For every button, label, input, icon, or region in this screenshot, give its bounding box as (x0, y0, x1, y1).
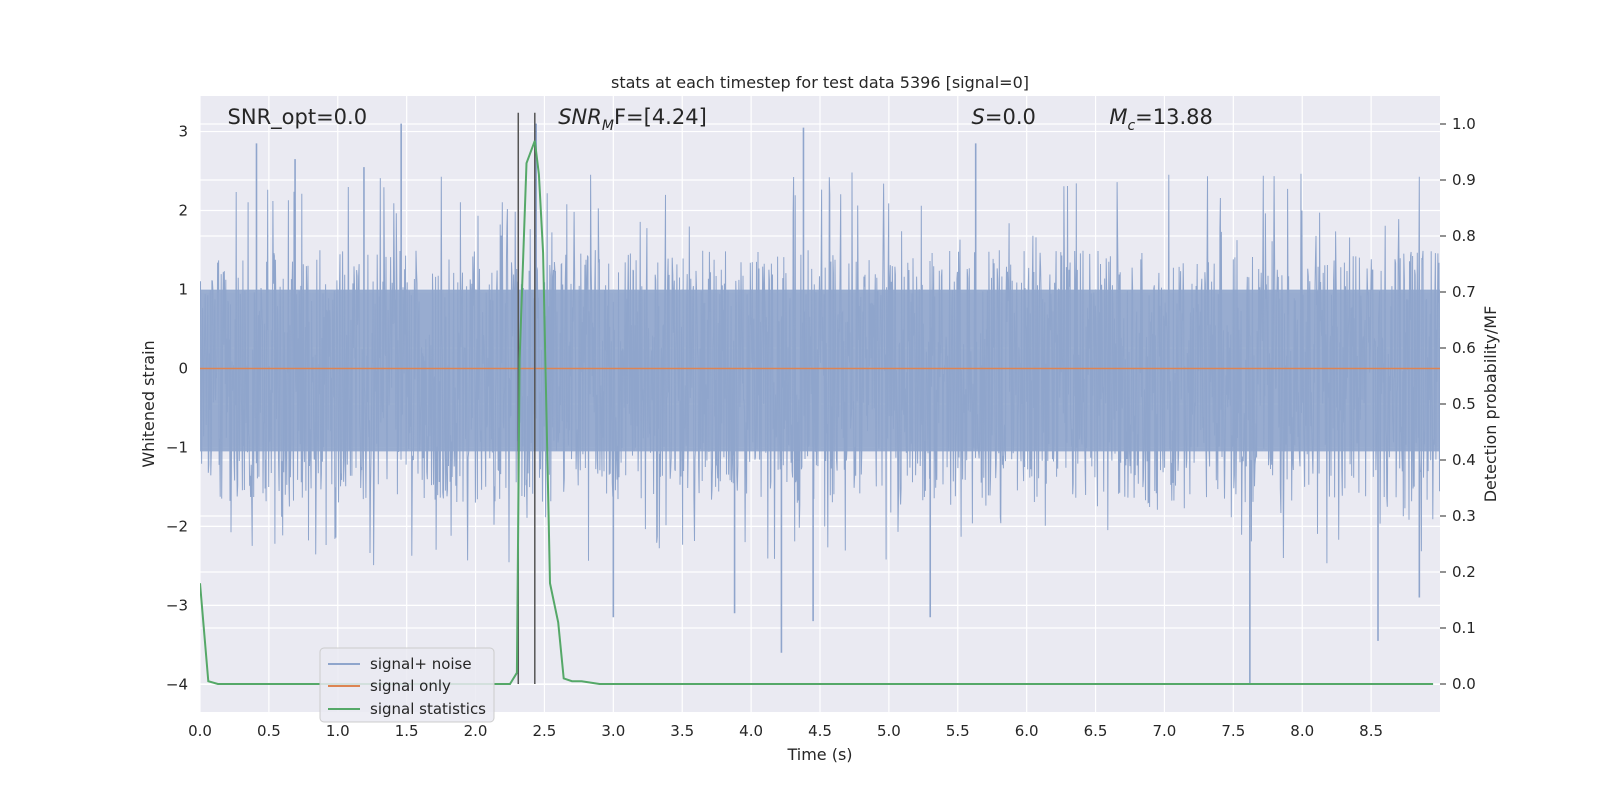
y-tick-label: −4 (166, 675, 188, 693)
legend-label-signal-statistics: signal statistics (370, 700, 486, 718)
chart-title: stats at each timestep for test data 539… (611, 73, 1029, 92)
x-tick-label: 7.5 (1221, 722, 1245, 740)
y2-tick-label: 0.4 (1452, 451, 1476, 469)
x-axis-label: Time (s) (786, 745, 852, 764)
y2-tick-label: 0.1 (1452, 619, 1476, 637)
y2-tick-label: 0.8 (1452, 227, 1476, 245)
y-tick-label: 3 (178, 123, 188, 141)
series-signal-statistics (200, 140, 1434, 685)
x-tick-label: 4.0 (739, 722, 763, 740)
annotation-0: SNR_opt=0.0 (228, 105, 368, 130)
annotation-2: S=0.0 (972, 105, 1036, 129)
legend-box (319, 647, 495, 723)
y2-tick-label: 1.0 (1452, 115, 1476, 133)
y-tick-label: −1 (166, 438, 188, 456)
legend-label-signal-noise: signal+ noise (370, 655, 472, 673)
axis-ticks: 0.0 0.5 1.0 1.5 2.0 2.5 3.0 3.5 4.0 4.5 5.0 5.5 6.0 6… (166, 115, 1476, 740)
y2-tick-label: 0.2 (1452, 563, 1476, 581)
y2-tick-label: 0.5 (1452, 395, 1476, 413)
y-tick-label: 1 (178, 280, 188, 298)
x-tick-label: 0.5 (257, 722, 281, 740)
y2-tick-label: 0.3 (1452, 507, 1476, 525)
x-tick-label: 5.0 (877, 722, 901, 740)
y2-tick-label: 0.9 (1452, 171, 1476, 189)
annotations: SNR_opt=0.0 SNRMF=[4.24] S=0.0 Mc=13.88 (228, 105, 1213, 134)
x-tick-label: 3.0 (601, 722, 625, 740)
y-tick-label: 0 (178, 359, 188, 377)
x-tick-label: 6.5 (1084, 722, 1108, 740)
x-tick-label: 3.5 (670, 722, 694, 740)
x-tick-label: 1.5 (395, 722, 419, 740)
signal-statistics-line (200, 140, 1434, 685)
y2-tick-label: 0.7 (1452, 283, 1476, 301)
x-tick-label: 7.0 (1153, 722, 1177, 740)
x-tick-label: 2.5 (533, 722, 557, 740)
x-tick-label: 1.0 (326, 722, 350, 740)
x-tick-label: 5.5 (946, 722, 970, 740)
y2-tick-label: 0.0 (1452, 675, 1476, 693)
y-tick-label: −3 (166, 596, 188, 614)
noise-trace (200, 172, 1440, 566)
x-tick-label: 4.5 (808, 722, 832, 740)
x-tick-label: 8.5 (1359, 722, 1383, 740)
x-tick-label: 8.0 (1290, 722, 1314, 740)
y-tick-label: 2 (178, 202, 188, 220)
x-tick-label: 0.0 (188, 722, 212, 740)
y-axis-label: Whitened strain (139, 340, 158, 467)
x-tick-label: 2.0 (464, 722, 488, 740)
legend: signal+ noise signal only signal statist… (319, 647, 495, 723)
legend-label-signal-only: signal only (370, 677, 451, 695)
y-tick-label: −2 (166, 517, 188, 535)
y2-axis-label: Detection probability/MF (1481, 306, 1500, 503)
y2-tick-label: 0.6 (1452, 339, 1476, 357)
annotation-3: Mc=13.88 (1109, 105, 1213, 134)
x-tick-label: 6.0 (1015, 722, 1039, 740)
series-signal-noise (200, 123, 1440, 685)
annotation-1: SNRMF=[4.24] (558, 105, 707, 134)
